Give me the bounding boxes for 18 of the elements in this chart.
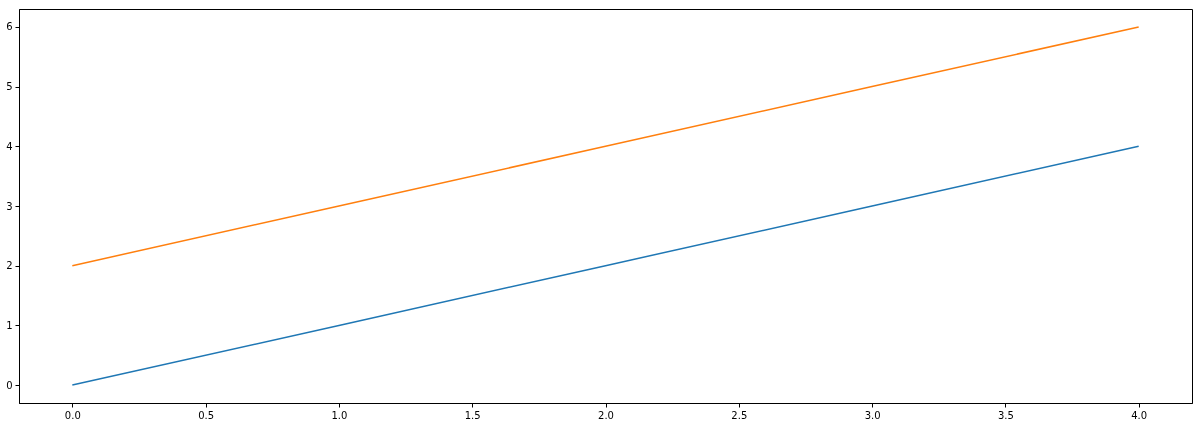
x-tick-label: 2.0	[598, 409, 614, 421]
x-tick-label: 3.0	[864, 409, 881, 421]
x-tick-label: 1.5	[464, 409, 481, 421]
line-series	[71, 145, 1140, 386]
x-tick-label: 4.0	[1131, 409, 1148, 421]
x-tick-label: 3.5	[997, 409, 1014, 421]
y-tick-label: 3	[6, 200, 13, 212]
x-tick-label: 0.5	[198, 409, 215, 421]
line-series	[71, 26, 1140, 267]
y-tick-label: 1	[6, 319, 13, 331]
y-tick-label: 4	[6, 140, 13, 152]
x-tick-label: 2.5	[731, 409, 748, 421]
y-tick-label: 2	[6, 260, 13, 272]
y-tick-label: 5	[6, 81, 13, 93]
y-tick-label: 6	[6, 21, 13, 33]
x-tick-label: 0.0	[64, 409, 81, 421]
x-tick-label: 1.0	[331, 409, 348, 421]
y-tick-label: 0	[6, 379, 13, 391]
